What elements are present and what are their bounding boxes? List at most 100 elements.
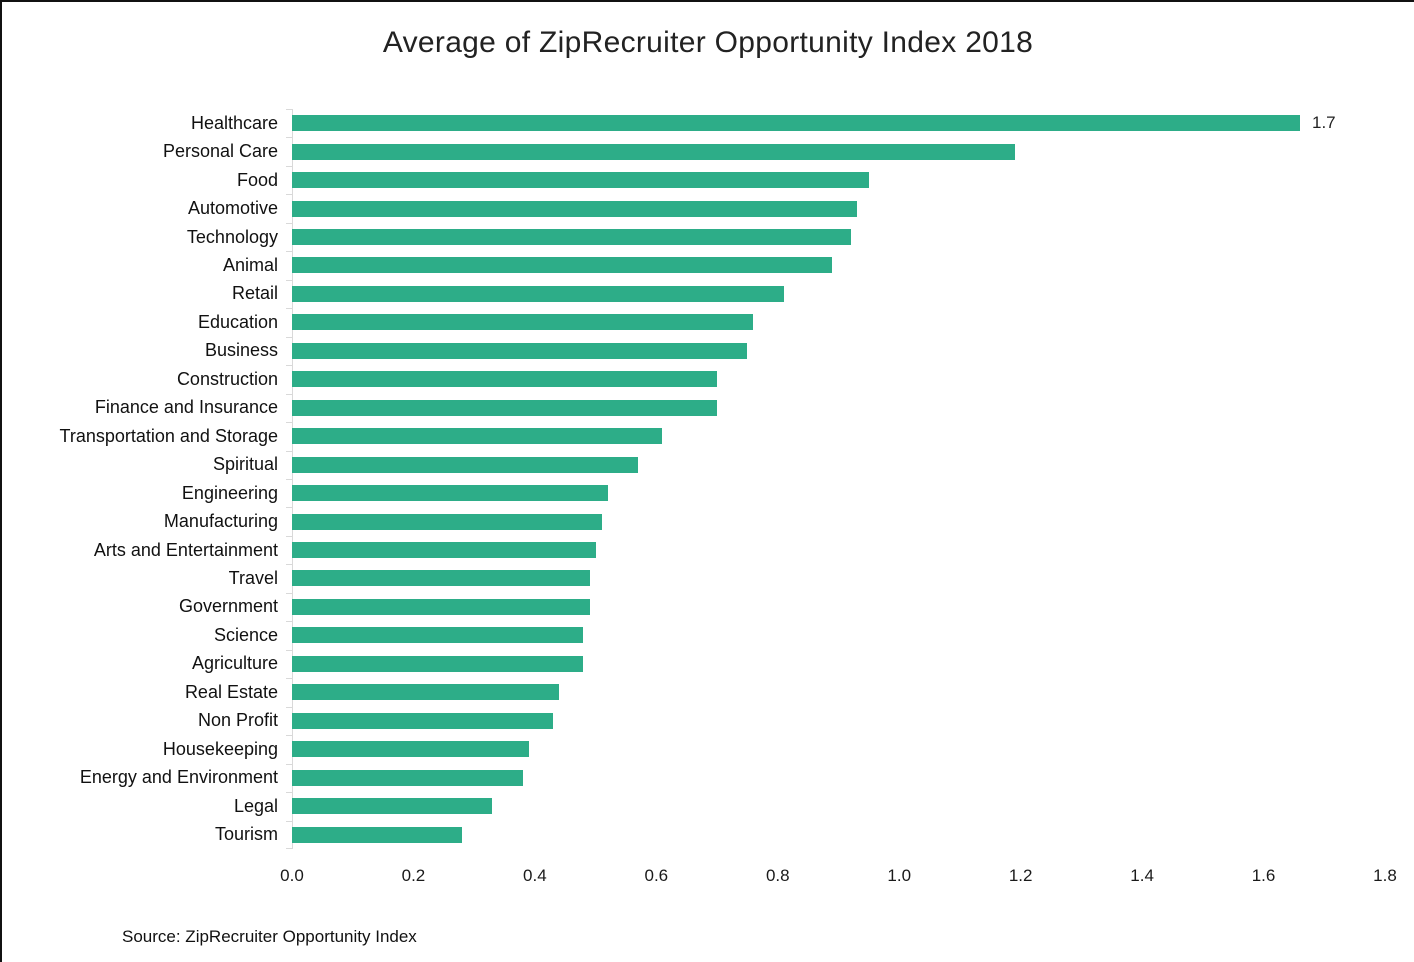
y-axis-tick: [286, 137, 292, 139]
x-axis: 0.0 0.2 0.4 0.6 0.8 1.0 1.2 1.4 1.6 1.8: [280, 862, 1397, 886]
bar-education: [292, 314, 754, 331]
bar-row: Government: [2, 593, 1385, 621]
category-label-real-estate: Real Estate: [184, 681, 278, 702]
bar-row: Travel: [2, 564, 1385, 592]
bar-row: Personal Care: [2, 137, 1385, 165]
bar-row: Retail: [2, 280, 1385, 308]
bar-housekeeping: [292, 741, 529, 758]
y-axis-tick: [286, 336, 292, 338]
bar-energy-and-environment: [292, 769, 523, 786]
bar-track: [292, 194, 1385, 222]
bar-automotive: [292, 200, 857, 217]
bar-healthcare: [292, 115, 1300, 132]
chart-title: Average of ZipRecruiter Opportunity Inde…: [382, 26, 1034, 59]
x-tick-label-1.4: 1.4: [1130, 866, 1154, 885]
bar-track: [292, 450, 1385, 478]
x-tick-label-0.4: 0.4: [523, 866, 547, 885]
category-label-non-profit: Non Profit: [197, 710, 278, 731]
bar-business: [292, 342, 748, 359]
bar-agriculture: [292, 655, 584, 672]
bar-track: [292, 308, 1385, 336]
bar-row: Arts and Entertainment: [2, 536, 1385, 564]
bar-manufacturing: [292, 513, 602, 530]
y-axis-tick: [286, 450, 292, 452]
category-label-housekeeping: Housekeeping: [162, 738, 278, 759]
y-axis-tick: [286, 479, 292, 480]
category-label-science: Science: [213, 624, 278, 645]
category-label-engineering: Engineering: [181, 482, 278, 503]
bar-track: [292, 137, 1385, 165]
bar-real-estate: [292, 684, 560, 701]
bar-track: [292, 820, 1385, 848]
category-label-construction: Construction: [176, 368, 278, 389]
bar-row: Technology: [2, 223, 1385, 251]
bar-spiritual: [292, 456, 639, 473]
category-label-animal: Animal: [222, 254, 278, 275]
bar-row: Energy and Environment: [2, 763, 1385, 791]
category-label-finance-and-insurance: Finance and Insurance: [94, 397, 278, 418]
category-label-transportation-and-storage: Transportation and Storage: [59, 425, 278, 446]
bar-row: Agriculture: [2, 650, 1385, 678]
bar-row: Healthcare 1.7: [2, 109, 1385, 137]
bar-technology: [292, 229, 851, 246]
bar-track: [292, 763, 1385, 791]
category-label-food: Food: [236, 169, 278, 190]
y-axis-line: [292, 109, 293, 849]
y-axis-tick: [286, 592, 292, 594]
y-axis-tick: [286, 422, 292, 424]
bar-track: [292, 678, 1385, 706]
bar-row: Finance and Insurance: [2, 394, 1385, 422]
y-axis-tick: [286, 279, 292, 281]
bar-track: [292, 735, 1385, 763]
bar-track: [292, 593, 1385, 621]
bar-government: [292, 598, 590, 615]
category-label-spiritual: Spiritual: [212, 454, 278, 475]
bar-construction: [292, 371, 718, 388]
x-tick-label-1.6: 1.6: [1251, 866, 1276, 885]
bar-retail: [292, 285, 784, 302]
bar-row: Housekeeping: [2, 735, 1385, 763]
category-label-education: Education: [197, 311, 278, 332]
bar-row: Non Profit: [2, 707, 1385, 735]
bar-engineering: [292, 485, 608, 502]
x-tick-label-1.0: 1.0: [887, 866, 912, 885]
category-label-personal-care: Personal Care: [162, 141, 278, 162]
category-label-automotive: Automotive: [187, 198, 278, 219]
y-axis-tick: [286, 222, 292, 224]
category-label-healthcare: Healthcare: [190, 112, 278, 133]
bar-track: [292, 223, 1385, 251]
bar-row: Tourism: [2, 820, 1385, 848]
bar-food: [292, 172, 869, 189]
bar-row: Legal: [2, 792, 1385, 820]
bar-row: Education: [2, 308, 1385, 336]
bar-finance-and-insurance: [292, 399, 718, 416]
bar-track: [292, 707, 1385, 735]
category-label-travel: Travel: [228, 567, 278, 588]
x-tick-label-0.0: 0.0: [280, 866, 304, 885]
bar-travel: [292, 570, 590, 587]
category-label-business: Business: [204, 340, 278, 361]
category-label-technology: Technology: [186, 226, 278, 247]
bar-row: Construction: [2, 365, 1385, 393]
y-axis-tick: [286, 763, 292, 765]
bar-track: [292, 650, 1385, 678]
bar-arts-and-entertainment: [292, 542, 596, 559]
bar-row: Automotive: [2, 194, 1385, 222]
bar-track: [292, 792, 1385, 820]
y-axis-tick: [286, 165, 292, 167]
bar-value-label: 1.7: [1311, 113, 1336, 133]
category-label-agriculture: Agriculture: [191, 653, 278, 674]
y-axis-tick: [286, 564, 292, 566]
bar-row: Animal: [2, 251, 1385, 279]
y-axis-tick: [286, 848, 292, 849]
category-label-manufacturing: Manufacturing: [163, 511, 278, 532]
bar-track: [292, 536, 1385, 564]
bar-track: [292, 337, 1385, 365]
bar-non-profit: [292, 712, 554, 729]
bar-transportation-and-storage: [292, 428, 663, 445]
y-axis-tick: [286, 792, 292, 794]
y-axis-tick: [286, 649, 292, 651]
x-tick-label-1.2: 1.2: [1008, 866, 1033, 885]
plot-area: Healthcare 1.7 Personal Care Food Automotive…: [2, 109, 1397, 885]
